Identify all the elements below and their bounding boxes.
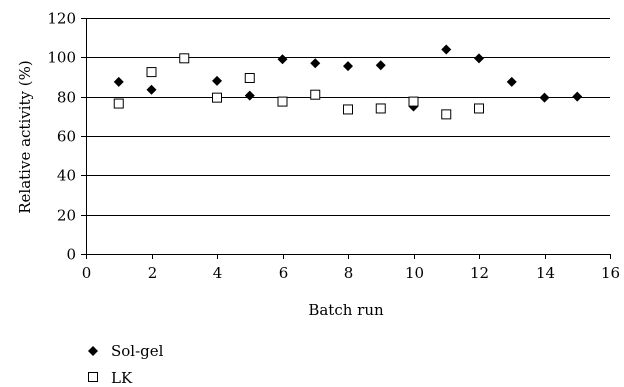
point-lk-5: [277, 96, 288, 107]
point-lk-10: [441, 109, 452, 120]
x-tick-label-4: 4: [213, 264, 223, 282]
y-tick-label-0: 0: [66, 246, 76, 264]
point-sol-gel-5: [310, 58, 321, 69]
point-lk-4: [244, 72, 255, 83]
point-sol-gel-12: [539, 92, 550, 103]
point-sol-gel-9: [441, 44, 452, 55]
point-lk-9: [408, 96, 419, 107]
x-tick-labels: 0 2 4 6 8 10 12 14 16: [82, 264, 620, 282]
point-sol-gel-4: [277, 54, 288, 65]
point-sol-gel-11: [506, 76, 517, 87]
y-tick-label-80: 80: [57, 89, 76, 107]
legend-item-lk: LK: [88, 369, 133, 387]
y-tick-label-60: 60: [57, 128, 76, 146]
point-lk-8: [375, 103, 386, 114]
x-axis-title: Batch run: [308, 301, 384, 319]
legend-label-sol-gel: Sol-gel: [111, 342, 164, 360]
x-tick-label-12: 12: [470, 264, 489, 282]
legend-marker-diamond: [88, 346, 98, 356]
point-sol-gel-10: [474, 53, 484, 64]
x-tick-label-0: 0: [82, 264, 92, 282]
data-points: [113, 44, 583, 120]
point-sol-gel-13: [572, 91, 583, 102]
y-tick-labels: 0 20 40 60 80 100 120: [47, 10, 76, 264]
y-axis-title: Relative activity (%): [16, 60, 34, 214]
y-tick-label-120: 120: [47, 10, 76, 28]
legend: Sol-gel LK: [88, 342, 164, 387]
point-sol-gel-0: [113, 76, 124, 87]
point-lk-7: [343, 104, 353, 115]
point-lk-11: [474, 103, 484, 114]
legend-marker-square: [88, 372, 98, 382]
x-tick-label-14: 14: [536, 264, 555, 282]
y-tick-label-100: 100: [47, 49, 76, 67]
point-sol-gel-1: [146, 84, 157, 95]
y-tick-label-20: 20: [57, 207, 76, 225]
point-sol-gel-2: [212, 75, 222, 86]
x-tick-label-8: 8: [344, 264, 354, 282]
x-tick-label-10: 10: [405, 264, 424, 282]
axes: [81, 18, 611, 259]
series-sol-gel: [113, 44, 583, 112]
y-tick-label-40: 40: [57, 167, 76, 185]
point-lk-0: [113, 98, 124, 109]
series-lk: [113, 53, 484, 120]
point-lk-2: [179, 53, 190, 64]
x-tick-label-6: 6: [279, 264, 289, 282]
point-lk-1: [146, 67, 157, 78]
x-tick-label-2: 2: [148, 264, 158, 282]
legend-label-lk: LK: [111, 369, 133, 387]
legend-item-sol-gel: Sol-gel: [88, 342, 164, 360]
point-lk-3: [212, 92, 222, 103]
x-tick-label-16: 16: [601, 264, 620, 282]
point-sol-gel-7: [375, 60, 386, 71]
point-sol-gel-6: [343, 61, 353, 72]
point-lk-6: [310, 89, 321, 100]
point-sol-gel-3: [244, 90, 255, 101]
gridlines: [86, 18, 610, 216]
